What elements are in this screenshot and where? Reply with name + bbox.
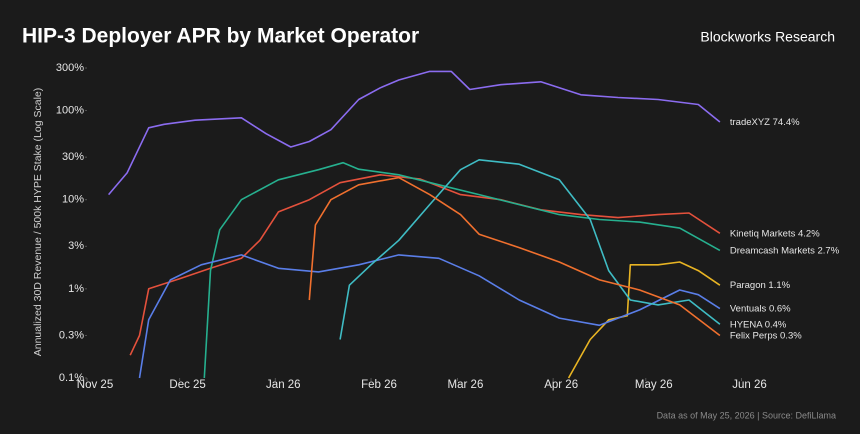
end-value-label: 1.1% <box>768 280 790 291</box>
end-label: Dreamcash Markets 2.7% <box>730 245 840 256</box>
series-line <box>107 70 721 196</box>
y-tick-label: 30% <box>62 151 84 163</box>
x-tick-label: Jun 26 <box>732 379 767 391</box>
series-line <box>203 161 721 379</box>
y-tick-label: 1% <box>68 283 84 295</box>
footer: Data as of May 25, 2026 | Source: DefiLl… <box>657 410 836 420</box>
x-tick-label: May 26 <box>635 379 673 391</box>
end-label: Felix Perps 0.3% <box>730 330 802 341</box>
y-tick-label: 0.1% <box>59 372 84 384</box>
end-value-label: 0.6% <box>769 303 791 314</box>
brand: Blockworks Research <box>700 29 835 45</box>
end-value-label: 74.4% <box>773 117 800 128</box>
end-label: Paragon 1.1% <box>730 280 791 291</box>
series-line <box>138 254 721 379</box>
series-name: Kinetiq Markets <box>730 228 796 239</box>
series-line <box>339 159 721 340</box>
series-name: Felix Perps <box>730 330 778 341</box>
y-tick-label: 3% <box>68 240 84 252</box>
series-name: Ventuals <box>730 303 767 314</box>
x-tick-label: Mar 26 <box>448 379 484 391</box>
series-line <box>567 261 721 379</box>
chart-title: HIP-3 Deployer APR by Market Operator <box>22 25 419 48</box>
y-axis-label: Annualized 30D Revenue / 500k HYPE Stake… <box>32 88 44 357</box>
end-label: Kinetiq Markets 4.2% <box>730 228 820 239</box>
end-label: Ventuals 0.6% <box>730 303 791 314</box>
x-tick-label: Nov 25 <box>77 379 113 391</box>
series-line <box>308 176 721 337</box>
series-name: tradeXYZ <box>730 117 770 128</box>
y-tick-label: 100% <box>56 104 84 116</box>
x-tick-label: Jan 26 <box>266 379 301 391</box>
x-tick-label: Feb 26 <box>361 379 397 391</box>
end-value-label: 4.2% <box>798 228 820 239</box>
end-label: HYENA 0.4% <box>730 319 787 330</box>
series-line <box>129 174 721 356</box>
x-tick-label: Apr 26 <box>544 379 578 391</box>
series-name: HYENA <box>730 319 763 330</box>
y-tick-label: 300% <box>56 62 84 74</box>
x-tick-label: Dec 25 <box>169 379 205 391</box>
y-tick-label: 0.3% <box>59 329 84 341</box>
end-value-label: 2.7% <box>818 245 840 256</box>
series-name: Dreamcash Markets <box>730 245 815 256</box>
end-value-label: 0.4% <box>765 319 787 330</box>
end-label: tradeXYZ 74.4% <box>730 117 800 128</box>
series-name: Paragon <box>730 280 766 291</box>
y-tick-label: 10% <box>62 194 84 206</box>
end-value-label: 0.3% <box>780 330 802 341</box>
